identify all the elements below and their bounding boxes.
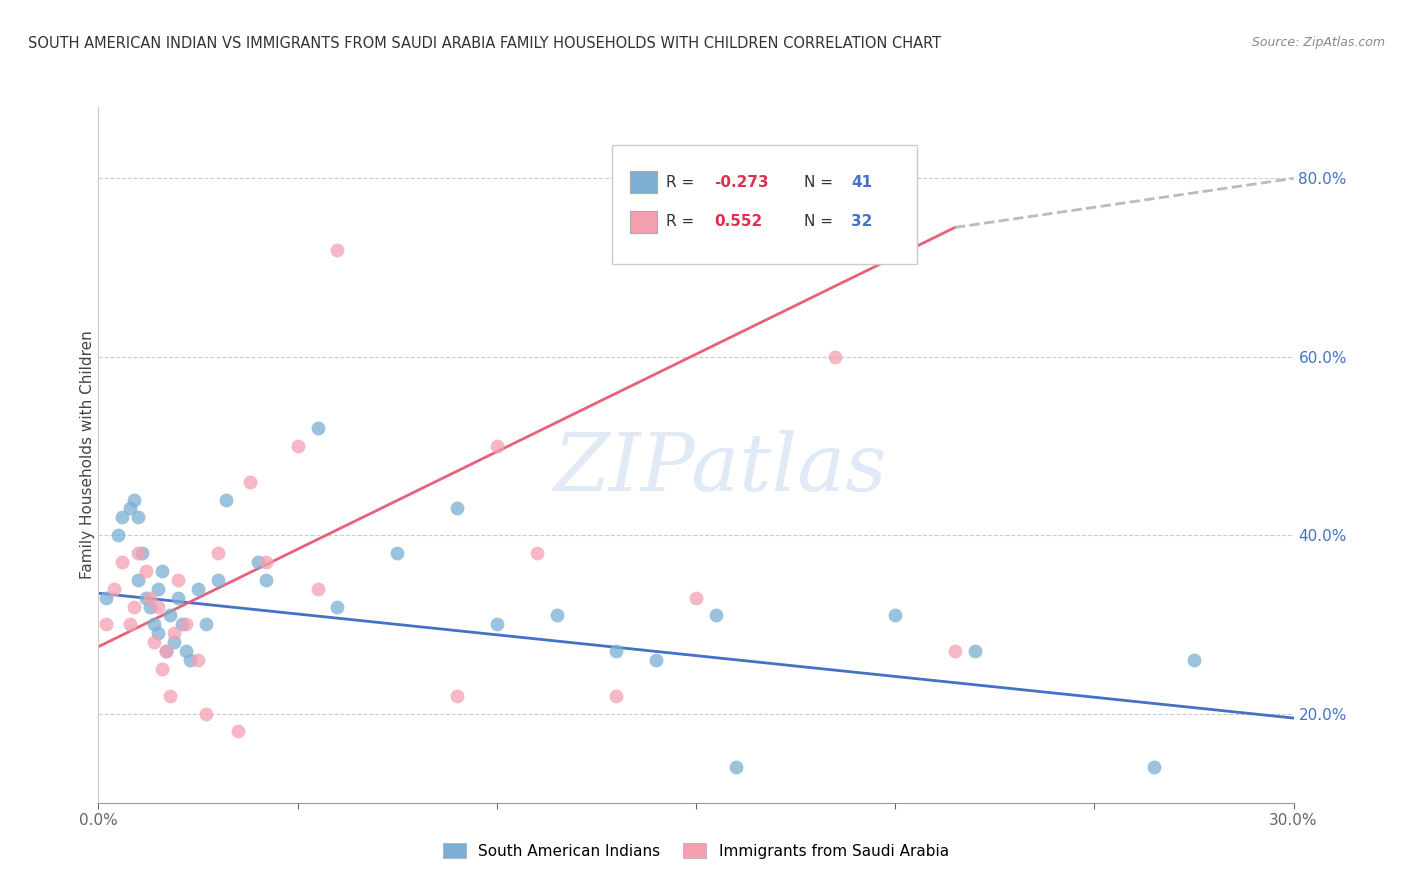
Point — [326, 243, 349, 257]
Point — [131, 546, 153, 560]
Point — [605, 689, 627, 703]
Text: R =: R = — [666, 175, 699, 190]
Point — [226, 724, 249, 739]
Point — [254, 555, 277, 569]
Point — [167, 591, 190, 605]
Point — [207, 546, 229, 560]
Point — [107, 528, 129, 542]
Point — [135, 591, 157, 605]
Point — [96, 617, 118, 632]
Y-axis label: Family Households with Children: Family Households with Children — [80, 331, 94, 579]
Point — [187, 582, 209, 596]
Point — [179, 653, 201, 667]
Text: N =: N = — [804, 175, 838, 190]
Point — [215, 492, 238, 507]
Point — [174, 617, 197, 632]
Point — [174, 644, 197, 658]
Text: 41: 41 — [852, 175, 873, 190]
Point — [111, 510, 134, 524]
Point — [127, 573, 149, 587]
Point — [155, 644, 177, 658]
Point — [103, 582, 125, 596]
Text: ZIPatlas: ZIPatlas — [553, 430, 887, 508]
Point — [127, 546, 149, 560]
Point — [195, 617, 218, 632]
Bar — [630, 171, 657, 194]
Point — [148, 599, 170, 614]
FancyBboxPatch shape — [613, 145, 917, 264]
Text: -0.273: -0.273 — [714, 175, 769, 190]
Point — [246, 555, 269, 569]
Point — [326, 599, 349, 614]
Point — [307, 582, 329, 596]
Point — [120, 501, 142, 516]
Point — [124, 492, 146, 507]
Point — [159, 689, 181, 703]
Point — [148, 626, 170, 640]
Legend: South American Indians, Immigrants from Saudi Arabia: South American Indians, Immigrants from … — [437, 837, 955, 864]
Point — [172, 617, 194, 632]
Point — [163, 635, 186, 649]
Point — [155, 644, 177, 658]
Point — [485, 617, 508, 632]
Point — [111, 555, 134, 569]
Point — [685, 591, 707, 605]
Text: N =: N = — [804, 214, 838, 229]
Point — [724, 760, 747, 774]
Point — [485, 439, 508, 453]
Point — [124, 599, 146, 614]
Point — [704, 608, 727, 623]
Point — [148, 582, 170, 596]
Point — [884, 608, 907, 623]
Point — [163, 626, 186, 640]
Point — [254, 573, 277, 587]
Point — [159, 608, 181, 623]
Point — [135, 564, 157, 578]
Text: 0.552: 0.552 — [714, 214, 762, 229]
Point — [307, 421, 329, 435]
Point — [143, 635, 166, 649]
Point — [139, 591, 162, 605]
Text: SOUTH AMERICAN INDIAN VS IMMIGRANTS FROM SAUDI ARABIA FAMILY HOUSEHOLDS WITH CHI: SOUTH AMERICAN INDIAN VS IMMIGRANTS FROM… — [28, 36, 941, 51]
Point — [1182, 653, 1205, 667]
Point — [239, 475, 262, 489]
Point — [120, 617, 142, 632]
Bar — [630, 211, 657, 233]
Point — [546, 608, 568, 623]
Text: 32: 32 — [852, 214, 873, 229]
Point — [96, 591, 118, 605]
Point — [526, 546, 548, 560]
Point — [824, 350, 846, 364]
Point — [139, 599, 162, 614]
Point — [963, 644, 986, 658]
Point — [207, 573, 229, 587]
Point — [943, 644, 966, 658]
Point — [150, 564, 173, 578]
Point — [187, 653, 209, 667]
Point — [195, 706, 218, 721]
Point — [167, 573, 190, 587]
Point — [605, 644, 627, 658]
Point — [127, 510, 149, 524]
Point — [1143, 760, 1166, 774]
Point — [446, 689, 468, 703]
Point — [385, 546, 409, 560]
Point — [446, 501, 468, 516]
Text: R =: R = — [666, 214, 704, 229]
Point — [150, 662, 173, 676]
Text: Source: ZipAtlas.com: Source: ZipAtlas.com — [1251, 36, 1385, 49]
Point — [287, 439, 309, 453]
Point — [645, 653, 668, 667]
Point — [143, 617, 166, 632]
